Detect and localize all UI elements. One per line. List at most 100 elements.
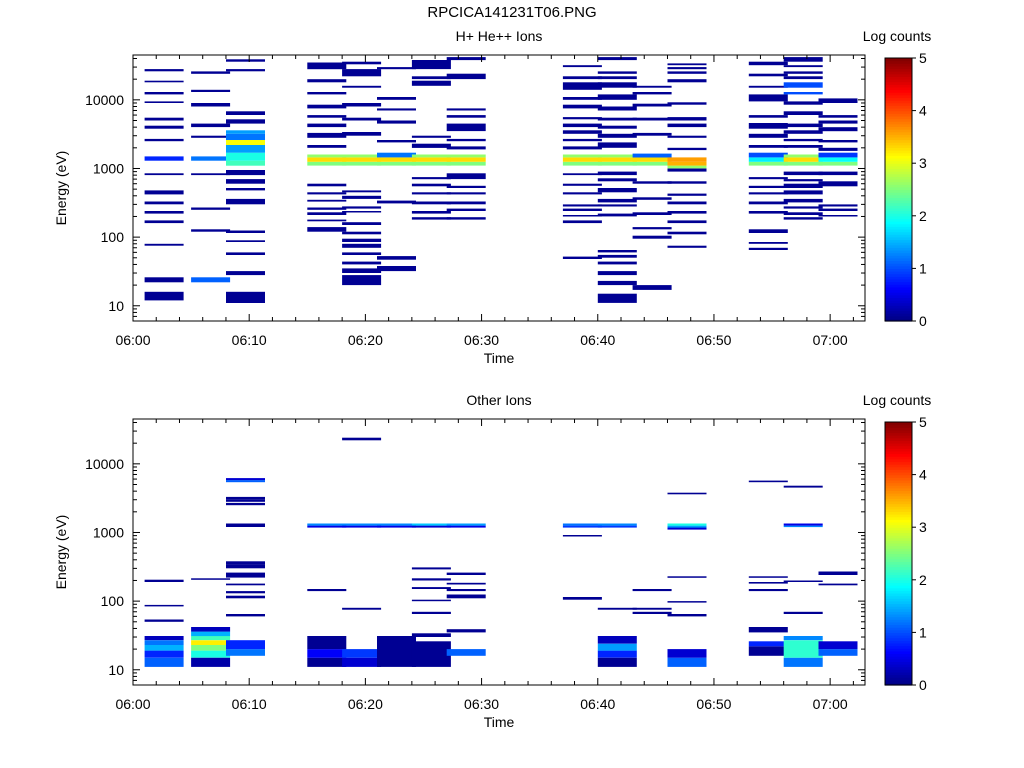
heatmap-cell <box>191 627 231 632</box>
colorbar-step <box>885 68 912 72</box>
heatmap-cell <box>597 142 637 148</box>
heatmap-cell <box>377 200 416 204</box>
x-tick-label: 07:00 <box>813 696 848 712</box>
heatmap-cell <box>748 201 788 205</box>
heatmap-cell <box>446 161 486 166</box>
heatmap-cell <box>144 619 184 622</box>
heatmap-cell <box>818 127 858 132</box>
colorbar-step <box>885 181 912 185</box>
colorbar-step <box>885 569 912 573</box>
heatmap-cell <box>818 208 858 211</box>
top-data-cells <box>144 57 858 303</box>
heatmap-cell <box>411 157 451 162</box>
heatmap-cell <box>783 76 823 80</box>
heatmap-cell <box>307 657 347 667</box>
heatmap-cell <box>818 649 858 656</box>
heatmap-cell <box>783 130 823 134</box>
heatmap-cell <box>144 80 184 83</box>
colorbar-step <box>885 595 912 599</box>
colorbar-step <box>885 315 912 319</box>
heatmap-cell <box>342 195 382 199</box>
heatmap-cell <box>342 268 382 273</box>
heatmap-cell <box>226 583 265 586</box>
heatmap-cell <box>597 71 637 74</box>
heatmap-cell <box>748 247 788 250</box>
colorbar-step <box>885 157 912 162</box>
heatmap-cell <box>667 527 707 530</box>
colorbar-step <box>885 548 912 552</box>
heatmap-cell <box>307 132 347 138</box>
colorbar-step <box>885 221 912 225</box>
heatmap-cell <box>667 71 707 74</box>
heatmap-cell <box>377 157 416 162</box>
heatmap-cell <box>446 57 486 61</box>
heatmap-cell <box>226 240 265 242</box>
heatmap-cell <box>783 611 823 614</box>
heatmap-cell <box>411 641 451 667</box>
heatmap-cell <box>191 207 231 210</box>
heatmap-cell <box>446 138 486 142</box>
colorbar-step <box>885 292 912 296</box>
heatmap-cell <box>667 201 707 205</box>
heatmap-cell <box>307 79 347 83</box>
colorbar-step <box>885 424 912 428</box>
colorbar-step <box>885 86 912 91</box>
heatmap-cell <box>783 57 823 62</box>
colorbar-step <box>885 273 912 277</box>
colorbar-step <box>885 260 912 264</box>
colorbar-step <box>885 642 912 647</box>
colorbar-step <box>885 136 912 141</box>
heatmap-cell <box>446 123 486 132</box>
colorbar-step <box>885 152 912 156</box>
heatmap-cell <box>342 61 382 65</box>
heatmap-cell <box>342 649 382 658</box>
colorbar-step <box>885 469 912 473</box>
colorbar-step <box>885 89 912 93</box>
heatmap-cell <box>411 578 451 581</box>
x-tick-label: 06:40 <box>580 696 615 712</box>
colorbar-step <box>885 448 912 452</box>
colorbar-step <box>885 313 912 317</box>
heatmap-cell <box>667 117 707 121</box>
heatmap-cell <box>783 206 823 209</box>
colorbar-step <box>885 429 912 434</box>
heatmap-cell <box>144 173 184 176</box>
colorbar-step <box>885 76 912 80</box>
colorbar-step <box>885 637 912 641</box>
heatmap-cell <box>562 525 602 528</box>
heatmap-cell <box>597 198 637 203</box>
heatmap-cell <box>818 161 858 166</box>
y-tick-label: 100 <box>101 593 125 609</box>
top-y-axis-label: Energy (eV) <box>53 151 69 226</box>
heatmap-cell <box>783 217 823 220</box>
heatmap-cell <box>783 525 823 528</box>
heatmap-cell <box>562 208 602 211</box>
heatmap-cell <box>226 478 265 481</box>
colorbar-tick-label: 1 <box>919 624 927 640</box>
heatmap-cell <box>818 641 858 650</box>
heatmap-cell <box>632 227 672 230</box>
colorbar-step <box>885 671 912 676</box>
heatmap-cell <box>597 204 637 207</box>
heatmap-cell <box>226 523 265 527</box>
colorbar-step <box>885 110 912 114</box>
heatmap-cell <box>748 589 788 592</box>
heatmap-cell <box>191 640 231 645</box>
colorbar-step <box>885 627 912 631</box>
colorbar-step <box>885 100 912 104</box>
heatmap-cell <box>144 277 184 283</box>
heatmap-cell <box>411 611 451 614</box>
heatmap-cell <box>783 65 823 68</box>
heatmap-cell <box>342 243 382 248</box>
heatmap-cell <box>411 80 451 86</box>
heatmap-cell <box>667 161 707 166</box>
colorbar-step <box>885 194 912 198</box>
colorbar-step <box>885 63 912 67</box>
colorbar-step <box>885 150 912 154</box>
heatmap-cell <box>818 583 858 586</box>
heatmap-cell <box>783 657 823 667</box>
colorbar-step <box>885 297 912 301</box>
colorbar-step <box>885 553 912 557</box>
colorbar-step <box>885 440 912 444</box>
heatmap-cell <box>446 217 486 220</box>
